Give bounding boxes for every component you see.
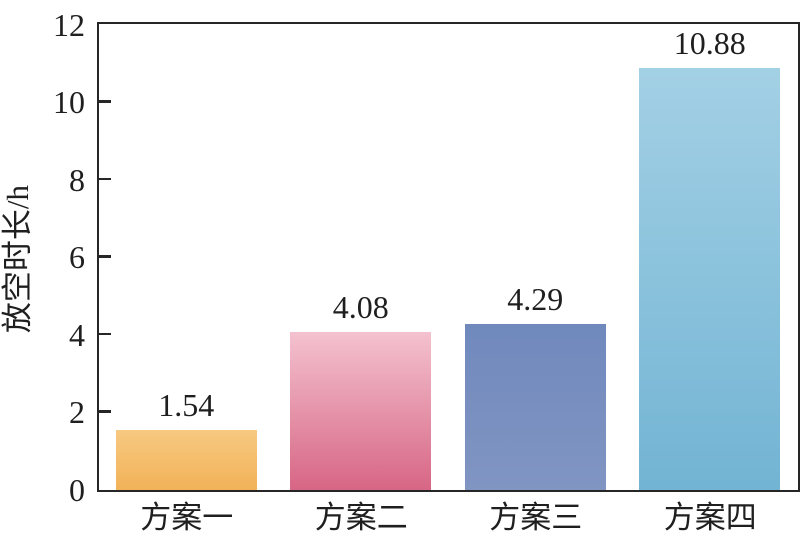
bar-方案一: [115, 430, 257, 490]
bar-value-label: 1.54: [158, 387, 215, 424]
bar-方案三: [464, 323, 606, 490]
y-tick-label: 2: [69, 394, 85, 430]
y-tick-label: 10: [53, 84, 85, 120]
y-tick-label: 0: [69, 471, 85, 508]
bar-value-label: 4.29: [507, 280, 564, 317]
y-axis-tick: [99, 100, 111, 103]
y-tick-label: 4: [69, 316, 85, 353]
bar-方案二: [290, 331, 432, 490]
y-axis-tick: [99, 255, 111, 258]
y-axis-tick: [99, 410, 111, 413]
x-category-label: 方案二: [314, 500, 408, 535]
bar-方案四: [639, 68, 781, 490]
y-tick-label: 6: [69, 239, 85, 275]
y-tick-label: 12: [53, 6, 85, 43]
bar-value-label: 4.08: [332, 288, 389, 325]
bar-value-label: 10.88: [673, 25, 746, 62]
y-axis-tick: [99, 177, 111, 181]
x-category-label: 方案三: [489, 500, 583, 535]
x-category-label: 方案一: [140, 500, 234, 535]
y-axis-tick: [99, 332, 111, 336]
plot-area: 1.54 4.08 4.29 10.88: [97, 22, 800, 492]
x-category-label: 方案四: [663, 500, 757, 535]
y-tick-label: 8: [69, 161, 85, 198]
